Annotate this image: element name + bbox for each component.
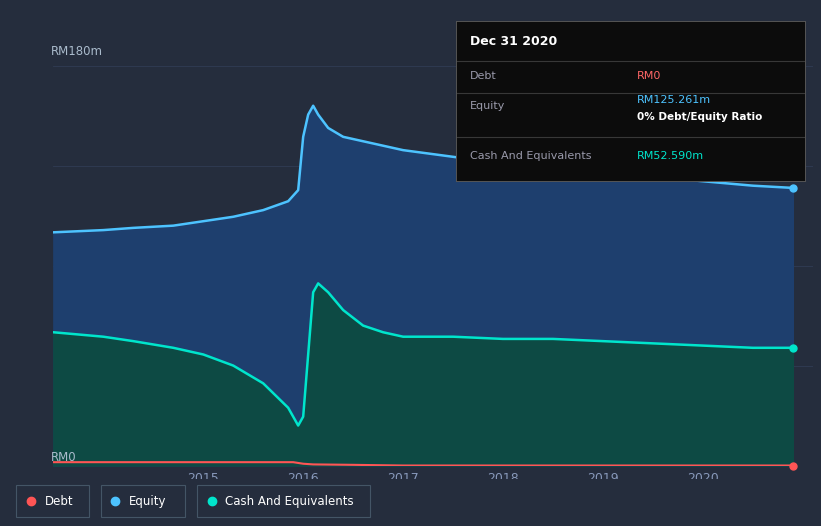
Text: Cash And Equivalents: Cash And Equivalents: [226, 494, 354, 508]
Text: Debt: Debt: [44, 494, 73, 508]
Text: Debt: Debt: [470, 70, 497, 80]
Text: RM125.261m: RM125.261m: [637, 95, 711, 105]
Text: Equity: Equity: [129, 494, 167, 508]
Text: 0% Debt/Equity Ratio: 0% Debt/Equity Ratio: [637, 112, 763, 123]
Text: Equity: Equity: [470, 101, 505, 111]
Text: RM180m: RM180m: [51, 45, 103, 58]
Text: RM52.590m: RM52.590m: [637, 151, 704, 161]
Text: RM0: RM0: [637, 70, 662, 80]
Text: RM0: RM0: [51, 450, 76, 463]
Text: Cash And Equivalents: Cash And Equivalents: [470, 151, 591, 161]
Text: Dec 31 2020: Dec 31 2020: [470, 35, 557, 48]
